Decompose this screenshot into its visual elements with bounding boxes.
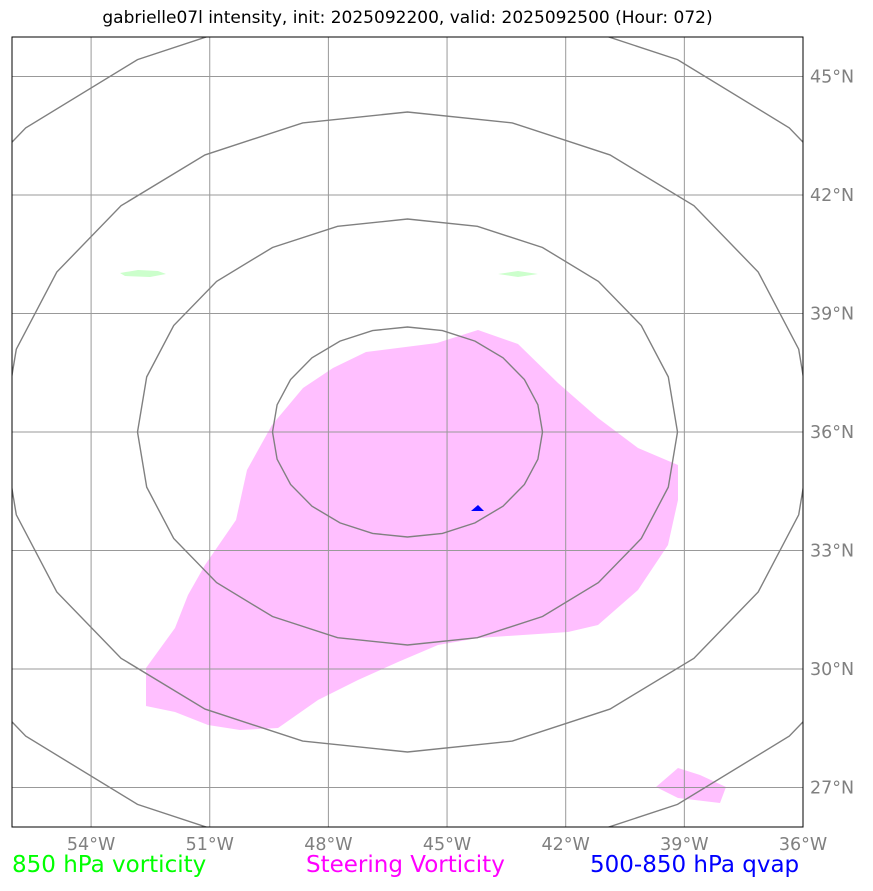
legend-qvap: 500-850 hPa qvap [590,852,800,878]
longitude-tick-labels: 54°W 51°W 48°W 45°W 42°W 39°W 36°W [67,835,827,855]
latitude-tick-label: 27°N [810,779,854,799]
latitude-tick-label: 30°N [810,660,854,680]
longitude-tick-label: 39°W [660,835,708,855]
legend-850-hpa-vorticity: 850 hPa vorticity [12,852,207,878]
range-ring [271,326,544,538]
range-ring [136,218,679,646]
latitude-tick-label: 36°N [810,423,854,443]
legend-steering-vorticity: Steering Vorticity [306,852,505,878]
latitude-tick-label: 45°N [810,68,854,88]
map-gridlines [12,37,803,827]
longitude-tick-label: 54°W [67,835,115,855]
latitude-tick-label: 39°N [810,305,854,325]
range-rings [12,37,803,827]
longitude-tick-label: 45°W [423,835,471,855]
range-ring [12,111,803,753]
latitude-tick-label: 33°N [810,542,854,562]
longitude-tick-label: 51°W [186,835,234,855]
longitude-tick-label: 48°W [304,835,352,855]
latitude-tick-label: 42°N [810,186,854,206]
steering-vorticity-region-small [656,768,726,803]
steering-vorticity-region [146,330,678,730]
longitude-tick-label: 42°W [542,835,590,855]
latitude-tick-labels: 27°N 30°N 33°N 36°N 39°N 42°N 45°N [810,68,854,799]
longitude-tick-label: 36°W [779,835,827,855]
plot-title: gabrielle07l intensity, init: 2025092200… [102,8,713,28]
qvap-mark [471,505,484,511]
range-ring [12,37,803,827]
vorticity-850-patch-west [120,270,166,277]
vorticity-850-patch-east [498,271,538,277]
map-frame [11,36,804,828]
